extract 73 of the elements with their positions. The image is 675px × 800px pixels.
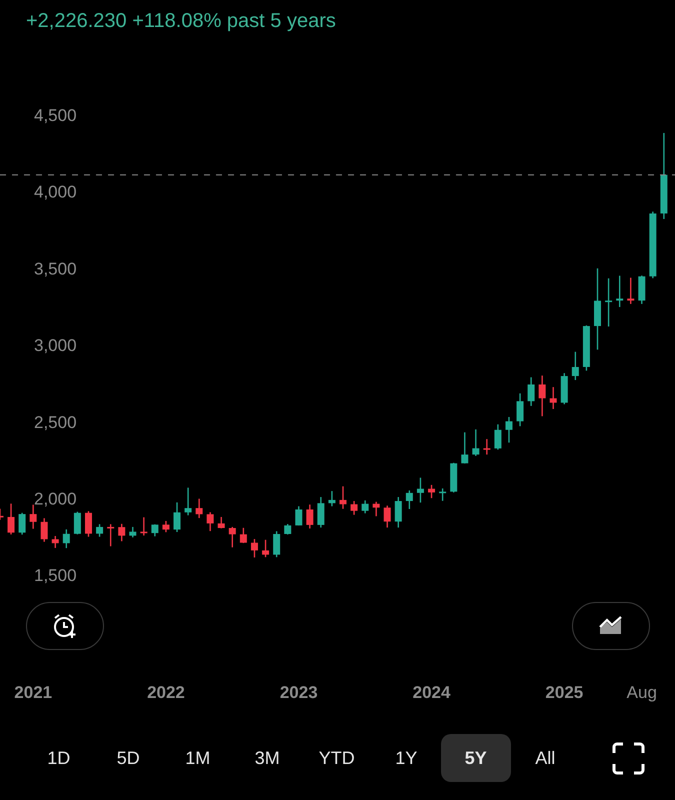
candlestick bbox=[295, 506, 302, 526]
x-tick-label: 2025 bbox=[545, 683, 584, 702]
candlestick bbox=[250, 538, 258, 558]
y-tick-label: 3,000 bbox=[34, 336, 77, 356]
candlestick bbox=[483, 438, 490, 456]
candlestick bbox=[184, 487, 192, 516]
candlestick bbox=[384, 504, 391, 528]
candlestick bbox=[362, 500, 369, 514]
candlestick bbox=[118, 523, 126, 542]
candlestick bbox=[340, 486, 346, 510]
y-tick-label: 2,500 bbox=[34, 412, 77, 432]
candlestick bbox=[528, 376, 535, 407]
candlestick bbox=[516, 392, 524, 427]
candlestick bbox=[572, 351, 579, 381]
x-tick-label: 2022 bbox=[147, 683, 185, 702]
candlestick bbox=[494, 424, 502, 450]
candlestick bbox=[406, 490, 413, 510]
candlestick bbox=[40, 518, 48, 542]
candlestick bbox=[228, 526, 236, 548]
y-tick-label: 4,000 bbox=[34, 182, 77, 202]
y-tick-label: 4,500 bbox=[34, 106, 77, 126]
annotation: 1M bbox=[184, 746, 212, 770]
candlestick bbox=[284, 523, 292, 536]
candlestick bbox=[472, 428, 480, 457]
candlestick bbox=[62, 528, 70, 549]
candlestick bbox=[8, 502, 15, 536]
candlestick bbox=[52, 535, 59, 549]
candlestick bbox=[416, 477, 424, 504]
candlestick bbox=[428, 484, 436, 499]
candlestick bbox=[206, 512, 214, 532]
candlestick bbox=[196, 498, 203, 519]
candlestick bbox=[627, 277, 634, 305]
annotation: 1D bbox=[46, 746, 72, 770]
candlestick bbox=[162, 520, 170, 533]
x-tick-label: 2021 bbox=[14, 683, 52, 702]
candlestick bbox=[107, 524, 114, 547]
annotation: 5D bbox=[116, 746, 141, 770]
candlestick bbox=[328, 490, 336, 507]
x-tick-label: 2023 bbox=[280, 683, 318, 702]
annotation: 5Y bbox=[441, 734, 510, 782]
candlestick bbox=[538, 374, 546, 417]
x-tick-label: 2024 bbox=[412, 683, 452, 702]
candlestick bbox=[129, 526, 136, 538]
text: +2,226.230 +118.08% past 5 years bbox=[26, 10, 336, 33]
candlestick bbox=[240, 527, 247, 544]
y-tick-label: 3,500 bbox=[34, 259, 77, 278]
candlestick bbox=[84, 510, 92, 538]
candlestick bbox=[74, 511, 81, 535]
y-tick-label: 2,000 bbox=[34, 489, 77, 508]
annotation: 3M bbox=[254, 746, 281, 770]
candlestick bbox=[550, 386, 557, 410]
candlestick bbox=[306, 504, 314, 530]
candlestick bbox=[350, 500, 358, 516]
candlestick bbox=[605, 278, 612, 328]
candlestick bbox=[439, 488, 446, 502]
candlestick bbox=[174, 502, 181, 533]
y-tick-label: 1,500 bbox=[34, 566, 77, 586]
candlestick bbox=[372, 501, 380, 517]
candlestick bbox=[317, 496, 324, 528]
candlestick bbox=[505, 416, 512, 444]
candlestick bbox=[18, 512, 26, 536]
candlestick bbox=[461, 432, 468, 464]
candlestick bbox=[616, 275, 624, 308]
annotation: All bbox=[534, 746, 556, 770]
candlestick bbox=[140, 516, 148, 536]
annotation: YTD bbox=[318, 746, 356, 770]
candlestick bbox=[262, 539, 270, 558]
x-tick-label: Aug bbox=[626, 683, 657, 702]
candlestick bbox=[96, 524, 104, 538]
annotation: 1Y bbox=[394, 746, 418, 770]
candlestick bbox=[394, 496, 402, 528]
candlestick bbox=[273, 530, 280, 558]
candlestick bbox=[218, 516, 225, 529]
